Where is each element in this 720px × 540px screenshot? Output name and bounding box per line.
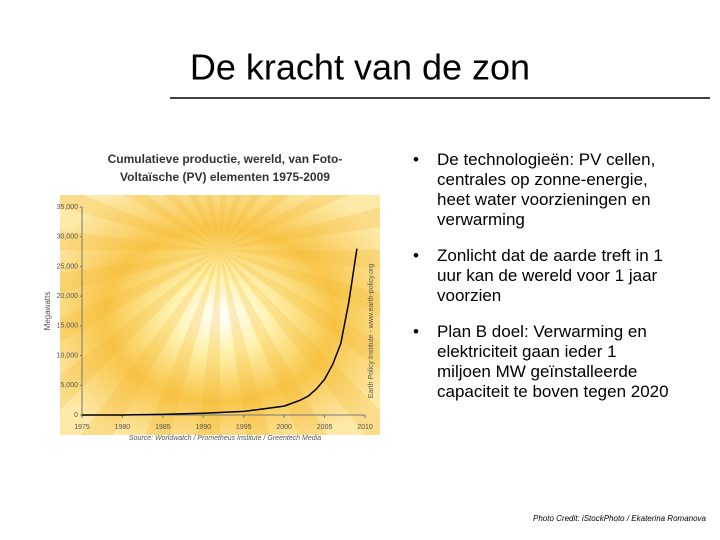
y-tick-label: 20,000	[57, 293, 79, 300]
sun-ray	[220, 250, 404, 455]
y-tick-label: 10,000	[57, 352, 79, 359]
x-tick-label: 1995	[236, 424, 252, 431]
x-tick-label: 1990	[195, 424, 211, 431]
x-tick-label: 1980	[115, 424, 131, 431]
sun-ray	[0, 219, 220, 250]
x-tick-label: 2005	[317, 424, 333, 431]
sun-background	[60, 195, 380, 435]
sun-ray	[220, 250, 480, 281]
y-tick-label: 25,000	[57, 263, 79, 270]
sun-ray	[220, 250, 350, 489]
sun-ray	[36, 45, 220, 250]
sun-ray	[220, 120, 459, 250]
bullet: Plan B doel: Verwarming en elektriciteit…	[410, 322, 670, 402]
chart: Cumulatieve productie, wereld, van Foto-…	[43, 152, 375, 442]
chart-source: Source: Worldwatch / Prometheus Institut…	[129, 435, 321, 442]
sun-ray	[0, 153, 220, 250]
sun-ray	[220, 183, 477, 250]
sun-ray	[220, 0, 251, 250]
slide-title: De kracht van de zon	[190, 47, 530, 88]
y-tick-label: 15,000	[57, 323, 79, 330]
y-tick-label: 0	[74, 412, 78, 419]
photo-credit: Photo Credit: iStockPhoto / Ekaterina Ro…	[533, 514, 706, 523]
x-tick-label: 1975	[74, 424, 90, 431]
y-tick-label: 5,000	[60, 382, 78, 389]
y-tick-label: 35,000	[57, 204, 79, 211]
sun-ray	[220, 250, 445, 406]
sun-ray	[0, 94, 220, 250]
y-axis-label: Megawatts	[43, 292, 52, 331]
side-note: Earth Policy Institute - www.earth-polic…	[368, 264, 375, 399]
sun-ray	[220, 66, 425, 250]
sun-ray	[220, 250, 287, 507]
sun-ray	[189, 250, 220, 510]
sun-rays	[0, 0, 480, 510]
bullet: Zonlicht dat de aarde treft in 1 uur kan…	[410, 246, 670, 306]
y-tick-label: 30,000	[57, 234, 79, 241]
chart-title: Cumulatieve productie, wereld, van Foto-…	[108, 152, 343, 184]
sun-ray	[220, 25, 376, 250]
bullet: De technologieën: PV cellen, centrales o…	[410, 150, 670, 230]
sun-ray	[0, 250, 220, 380]
x-tick-label: 2010	[357, 424, 373, 431]
sun-ray	[0, 250, 220, 317]
bullet-list: De technologieën: PV cellen, centrales o…	[410, 150, 670, 418]
x-tick-label: 2000	[276, 424, 292, 431]
data-line	[81, 248, 358, 416]
sun-ray	[64, 250, 220, 475]
x-tick-label: 1985	[155, 424, 171, 431]
sun-ray	[153, 0, 220, 250]
